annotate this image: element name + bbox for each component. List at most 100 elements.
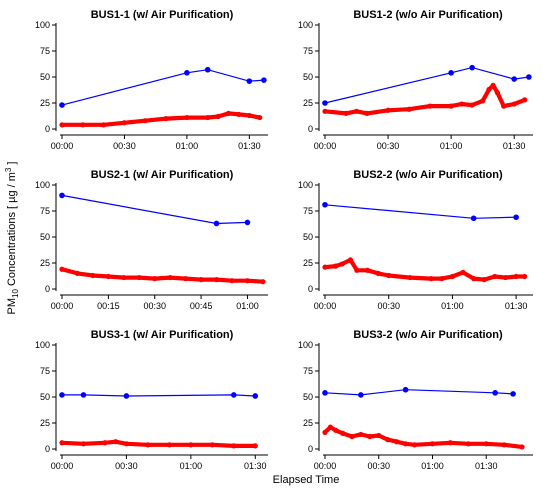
continuous-point <box>501 103 507 109</box>
y-tick-label: 0 <box>45 284 50 294</box>
continuous-point <box>490 82 496 88</box>
measured-point <box>213 220 220 227</box>
y-tick-label: 25 <box>303 258 313 268</box>
x-tick-label: 00:30 <box>143 301 166 311</box>
y-tick-label: 0 <box>308 444 313 454</box>
x-tick-label: 00:30 <box>367 461 390 471</box>
continuous-point <box>136 274 142 281</box>
measured-point <box>322 201 328 208</box>
chart-title: BUS2-1 (w/ Air Purification) <box>91 169 234 181</box>
continuous-point <box>205 114 211 121</box>
x-tick-label: 00:15 <box>97 301 120 311</box>
continuous-point <box>327 424 333 430</box>
y-tick-label: 100 <box>298 20 313 30</box>
measured-point <box>244 219 251 226</box>
continuous-point <box>492 273 498 280</box>
x-tick-label: 01:00 <box>421 461 444 471</box>
measured-point <box>402 386 409 393</box>
measured-series-line <box>61 69 264 106</box>
measured-series-line <box>324 204 517 219</box>
continuous-series-trace <box>322 83 527 116</box>
x-tick-label: 00:30 <box>113 141 136 151</box>
continuous-point <box>364 110 370 116</box>
continuous-point <box>163 116 169 122</box>
x-tick-label: 01:30 <box>244 461 267 471</box>
continuous-point <box>121 120 128 126</box>
measured-point <box>59 392 65 398</box>
y-axis-label: PM10 Concentrations [ µg / m3 ] <box>4 162 20 315</box>
continuous-point <box>406 106 412 112</box>
y-tick-label: 75 <box>303 46 313 56</box>
measured-point <box>246 78 253 84</box>
continuous-point <box>215 113 221 120</box>
continuous-point <box>74 270 81 276</box>
panels-container: BUS1-1 (w/ Air Purification)025507510000… <box>35 9 533 471</box>
x-tick-label: 01:30 <box>503 141 526 151</box>
y-tick-label: 100 <box>35 20 50 30</box>
measured-series-line <box>62 394 256 397</box>
continuous-point <box>113 439 119 445</box>
measured-point <box>80 392 87 398</box>
continuous-point <box>367 433 373 440</box>
continuous-point <box>386 272 392 279</box>
continuous-point <box>257 114 263 121</box>
y-tick-label: 75 <box>40 206 50 216</box>
continuous-point <box>447 440 453 446</box>
y-tick-label: 25 <box>303 418 313 428</box>
y-tick-label: 75 <box>303 366 313 376</box>
y-tick-label: 25 <box>303 98 313 108</box>
continuous-point <box>394 439 400 445</box>
continuous-point <box>121 274 127 281</box>
continuous-point <box>229 278 235 284</box>
chart-title: BUS1-1 (w/ Air Purification) <box>91 9 234 21</box>
continuous-point <box>102 440 108 446</box>
continuous-point <box>364 267 371 273</box>
y-tick-label: 0 <box>45 444 50 454</box>
continuous-point <box>80 122 86 128</box>
continuous-point <box>349 433 355 440</box>
continuous-point <box>385 437 391 443</box>
measured-point <box>469 64 475 71</box>
continuous-point <box>80 441 87 447</box>
x-tick-label: 01:00 <box>176 141 199 151</box>
chart-panel-5: BUS3-1 (w/ Air Purification) 0 25 50 75 100 00… <box>35 329 268 471</box>
measured-point <box>492 390 498 396</box>
continuous-point <box>354 267 360 273</box>
y-tick-label: 0 <box>308 124 313 134</box>
continuous-series-trace <box>59 439 258 448</box>
continuous-point <box>166 442 172 448</box>
continuous-point <box>376 432 382 439</box>
continuous-point <box>339 261 345 267</box>
y-tick-label: 75 <box>40 46 50 56</box>
continuous-point <box>522 97 528 103</box>
x-tick-label: 01:00 <box>236 301 259 311</box>
continuous-point <box>407 274 413 281</box>
continuous-point <box>59 122 65 128</box>
y-tick-label: 50 <box>40 392 50 402</box>
continuous-point <box>105 273 111 280</box>
chart-title: BUS3-2 (w/o Air Purification) <box>353 329 503 341</box>
x-tick-label: 00:30 <box>377 301 400 311</box>
continuous-point <box>483 441 489 447</box>
chart-panel-3: BUS2-1 (w/ Air Purification) 0 25 50 75 100 00… <box>35 169 268 311</box>
continuous-point <box>465 441 471 447</box>
continuous-point <box>460 269 466 275</box>
chart-panel-4: BUS2-2 (w/o Air Purification) 0 25 50 75 100 0… <box>298 169 533 311</box>
y-tick-label: 100 <box>35 340 50 350</box>
measured-point <box>230 392 237 398</box>
continuous-point <box>459 101 465 107</box>
chart-panel-6: BUS3-2 (w/o Air Purification) 0 25 50 75 100 0… <box>298 329 533 471</box>
continuous-point <box>486 86 492 93</box>
measured-point <box>470 215 477 222</box>
chart-title: BUS1-2 (w/o Air Purification) <box>353 9 503 21</box>
y-tick-label: 75 <box>40 366 50 376</box>
measured-point <box>511 76 517 82</box>
continuous-point <box>333 427 339 433</box>
x-tick-label: 01:30 <box>475 461 498 471</box>
continuous-point <box>501 442 507 448</box>
chart-panel-2: BUS1-2 (w/o Air Purification) 0 25 50 75 100 0… <box>298 9 533 151</box>
continuous-point <box>59 440 65 446</box>
continuous-point <box>480 98 486 104</box>
continuous-point <box>322 108 328 114</box>
